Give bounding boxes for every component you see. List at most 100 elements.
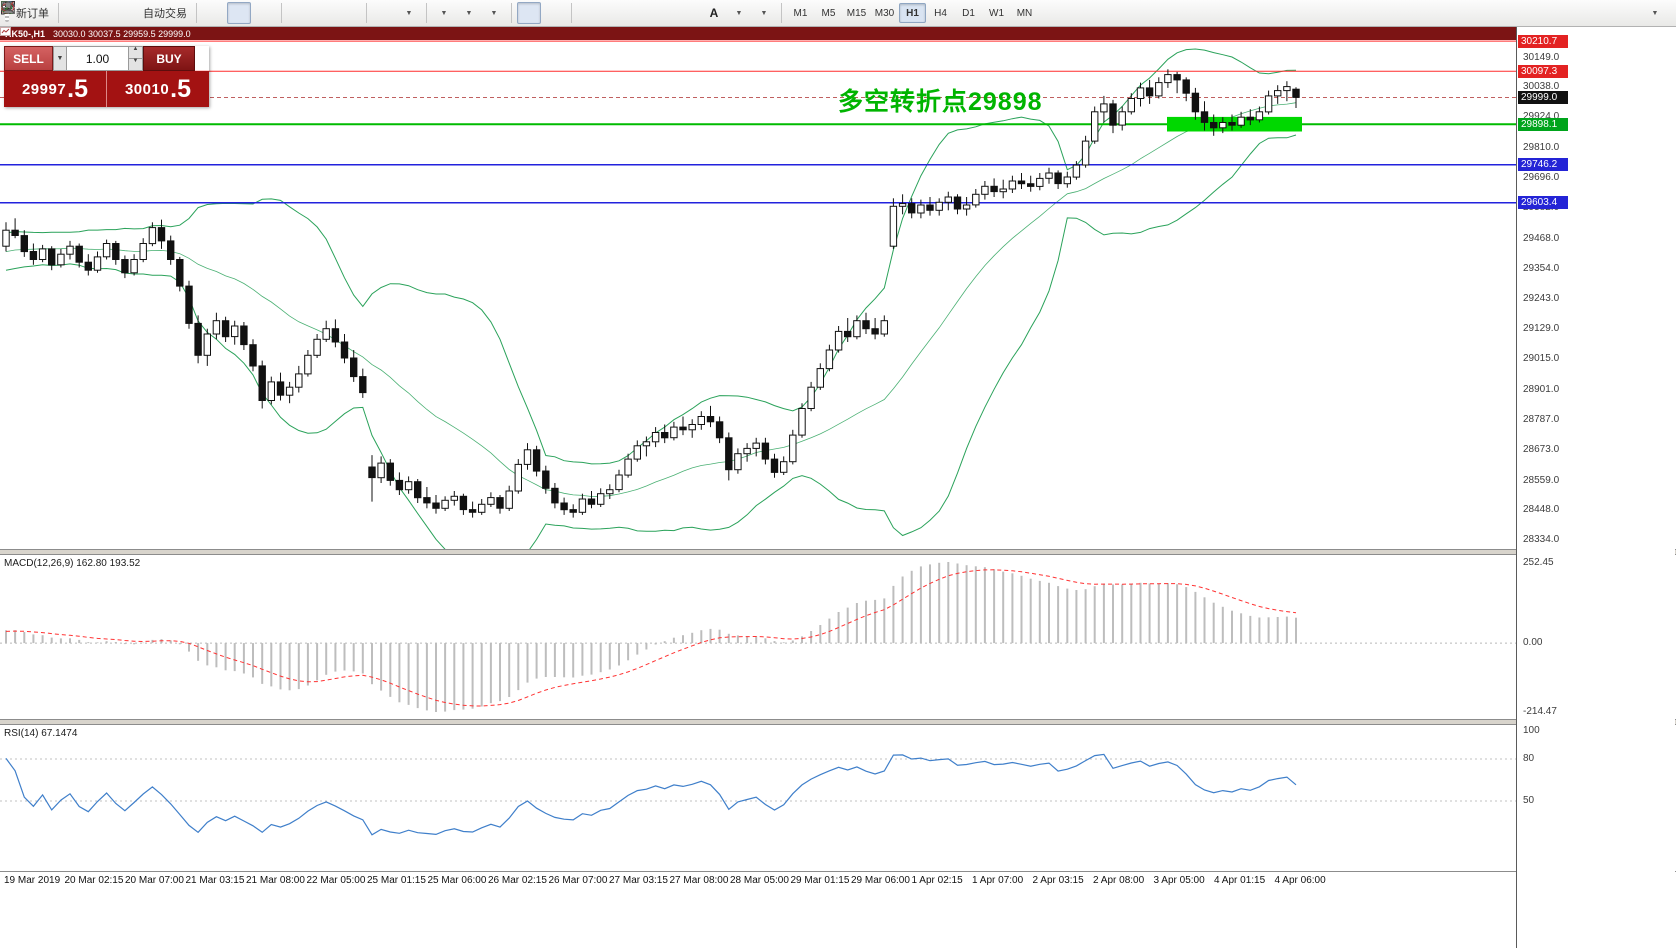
text-tool-button[interactable]: A — [702, 2, 726, 24]
timeframe-button-m1[interactable]: M1 — [787, 3, 814, 23]
time-axis-label: 29 Mar 06:00 — [851, 875, 910, 886]
timeframe-button-w1[interactable]: W1 — [983, 3, 1010, 23]
sell-price-display[interactable]: 29997 .5 — [4, 71, 107, 107]
chevron-down-icon: ▼ — [1651, 9, 1659, 17]
rsi-chart — [0, 753, 1516, 836]
chevron-down-icon: ▼ — [405, 9, 413, 17]
price-axis-label: 28901.0 — [1523, 384, 1560, 395]
time-axis-label: 25 Mar 01:15 — [367, 875, 426, 886]
panel-splitter[interactable] — [0, 549, 1676, 555]
new-order-button[interactable]: 新订单 — [1, 1, 53, 24]
buy-button[interactable]: BUY — [143, 46, 195, 71]
market-watch-button[interactable] — [1, 1, 113, 24]
fibonacci-button[interactable] — [2, 1, 701, 24]
sell-options-dropdown[interactable]: ▼ — [53, 46, 67, 71]
time-axis[interactable]: 19 Mar 2019 20 Mar 02:15 20 Mar 07:00 21 Ma… — [0, 872, 1516, 890]
rsi-axis-label: 100 — [1523, 725, 1540, 736]
chart-bars-button[interactable] — [1, 2, 226, 24]
history-center-button[interactable] — [2, 2, 138, 24]
timeframe-button-h4[interactable]: H4 — [927, 3, 954, 23]
autotrading-button[interactable]: 自动交易 — [3, 2, 191, 24]
auto-scroll-button[interactable] — [2, 2, 396, 24]
rsi-axis-label: 80 — [1523, 753, 1535, 764]
rsi-panel[interactable] — [0, 725, 1516, 871]
cursor-button[interactable] — [5, 1, 541, 24]
time-axis-label: 3 Apr 05:00 — [1153, 875, 1205, 886]
macd-indicator-label: MACD(12,26,9) 162.80 193.52 — [4, 558, 141, 569]
panel-splitter[interactable] — [0, 719, 1676, 725]
buy-price-display[interactable]: 30010 .5 — [107, 71, 209, 107]
volume-input[interactable] — [67, 46, 129, 71]
buy-price-int: 30010 — [124, 80, 170, 98]
toolbar-right-group: ▼ — [1, 1, 1673, 24]
timeframe-button-h1[interactable]: H1 — [899, 3, 926, 23]
chart-line-button[interactable] — [1, 2, 276, 24]
timeframe-button-m5[interactable]: M5 — [815, 3, 842, 23]
crosshair-button[interactable] — [2, 1, 566, 24]
arrow-objects-button[interactable]: ▼ — [2, 2, 751, 24]
trendline-button[interactable] — [1, 1, 651, 24]
time-axis-label: 20 Mar 02:15 — [64, 875, 124, 886]
buy-price-frac: .5 — [170, 74, 192, 103]
bollinger-bands — [5, 48, 1297, 549]
toolbar-separator — [426, 3, 427, 23]
time-axis-label: 4 Apr 06:00 — [1274, 875, 1326, 886]
time-axis-label: 19 Mar 2019 — [4, 875, 61, 886]
price-axis[interactable]: 30149.030038.029924.029810.029696.029582… — [1516, 27, 1675, 948]
community-icon — [3, 2, 13, 13]
autotrading-label: 自动交易 — [143, 8, 187, 20]
macd-axis-label: 0.00 — [1523, 637, 1543, 648]
time-axis-label: 20 Mar 07:00 — [125, 875, 184, 886]
price-axis-label: 29129.0 — [1523, 323, 1560, 334]
search-icon — [1, 1, 15, 14]
chart-symbol-timeframe: HK50-,H1 — [5, 28, 46, 39]
timeframe-button-m15[interactable]: M15 — [843, 3, 870, 23]
order-panel-price-row: 29997 .5 30010 .5 — [4, 71, 209, 107]
tile-windows-button[interactable] — [1, 1, 361, 24]
metaeditor-button[interactable] — [1, 2, 88, 24]
timeframe-button-m30[interactable]: M30 — [871, 3, 898, 23]
volume-stepper[interactable]: ▲ ▼ — [129, 46, 143, 71]
sell-button[interactable]: SELL — [4, 46, 53, 71]
volume-up-icon[interactable]: ▲ — [129, 46, 142, 59]
price-tag-badge: 29999.0 — [1518, 91, 1568, 104]
price-axis-label: 28448.0 — [1523, 504, 1560, 515]
toolbar-separator — [781, 3, 782, 23]
time-axis-label: 21 Mar 08:00 — [246, 875, 305, 886]
time-axis-label: 27 Mar 08:00 — [669, 875, 729, 886]
text-tool-icon: A — [709, 6, 719, 20]
chart-candles-button[interactable] — [2, 1, 251, 24]
toolbar-separator — [366, 3, 367, 23]
community-button[interactable]: ▼ — [3, 2, 1667, 24]
channel-button[interactable] — [1, 2, 676, 24]
time-axis-label: 2 Apr 08:00 — [1093, 875, 1145, 886]
bollinger-lower-band — [5, 134, 1297, 549]
price-tag-badge: 29603.4 — [1518, 196, 1568, 209]
price-axis-label: 29810.0 — [1523, 142, 1560, 153]
timeframe-button-mn[interactable]: MN — [1011, 3, 1038, 23]
chart-window-titlebar[interactable]: HK50-,H1 30030.0 30037.5 29959.5 29999.0 — [0, 27, 1516, 40]
volume-down-icon[interactable]: ▼ — [129, 58, 142, 70]
horizontal-line-button[interactable] — [2, 2, 626, 24]
zoom-in-button[interactable] — [1, 1, 311, 24]
search-button[interactable] — [1, 1, 1639, 24]
price-axis-label: 29924.0 — [1523, 111, 1560, 122]
timeframes-menu-button[interactable]: ▼ — [2, 1, 481, 24]
vertical-line-button[interactable] — [6, 1, 601, 24]
chart-ohlc-values: 30030.0 30037.5 29959.5 29999.0 — [53, 28, 191, 39]
price-axis-label: 28334.0 — [1523, 534, 1560, 545]
indicators-button[interactable]: ▼ — [1, 2, 456, 24]
price-axis-label: 29696.0 — [1523, 172, 1560, 183]
time-axis-separator — [0, 871, 1676, 872]
templates-button[interactable]: ▼ — [1, 1, 506, 24]
time-axis-label: 1 Apr 07:00 — [972, 875, 1024, 886]
price-tag-badge: 29898.1 — [1518, 118, 1568, 131]
main-chart-panel[interactable]: SELL ▼ ▲▼ BUY 29997 .5 30010 .5 — [0, 40, 1516, 549]
chevron-down-icon: ▼ — [760, 9, 768, 17]
shapes-button[interactable]: ▼ — [1, 2, 776, 24]
timeframe-button-d1[interactable]: D1 — [955, 3, 982, 23]
chart-shift-button[interactable]: ▼ — [2, 2, 421, 24]
macd-panel[interactable] — [0, 555, 1516, 719]
rsi-axis-label: 50 — [1523, 795, 1535, 806]
zoom-out-button[interactable] — [1, 1, 336, 24]
